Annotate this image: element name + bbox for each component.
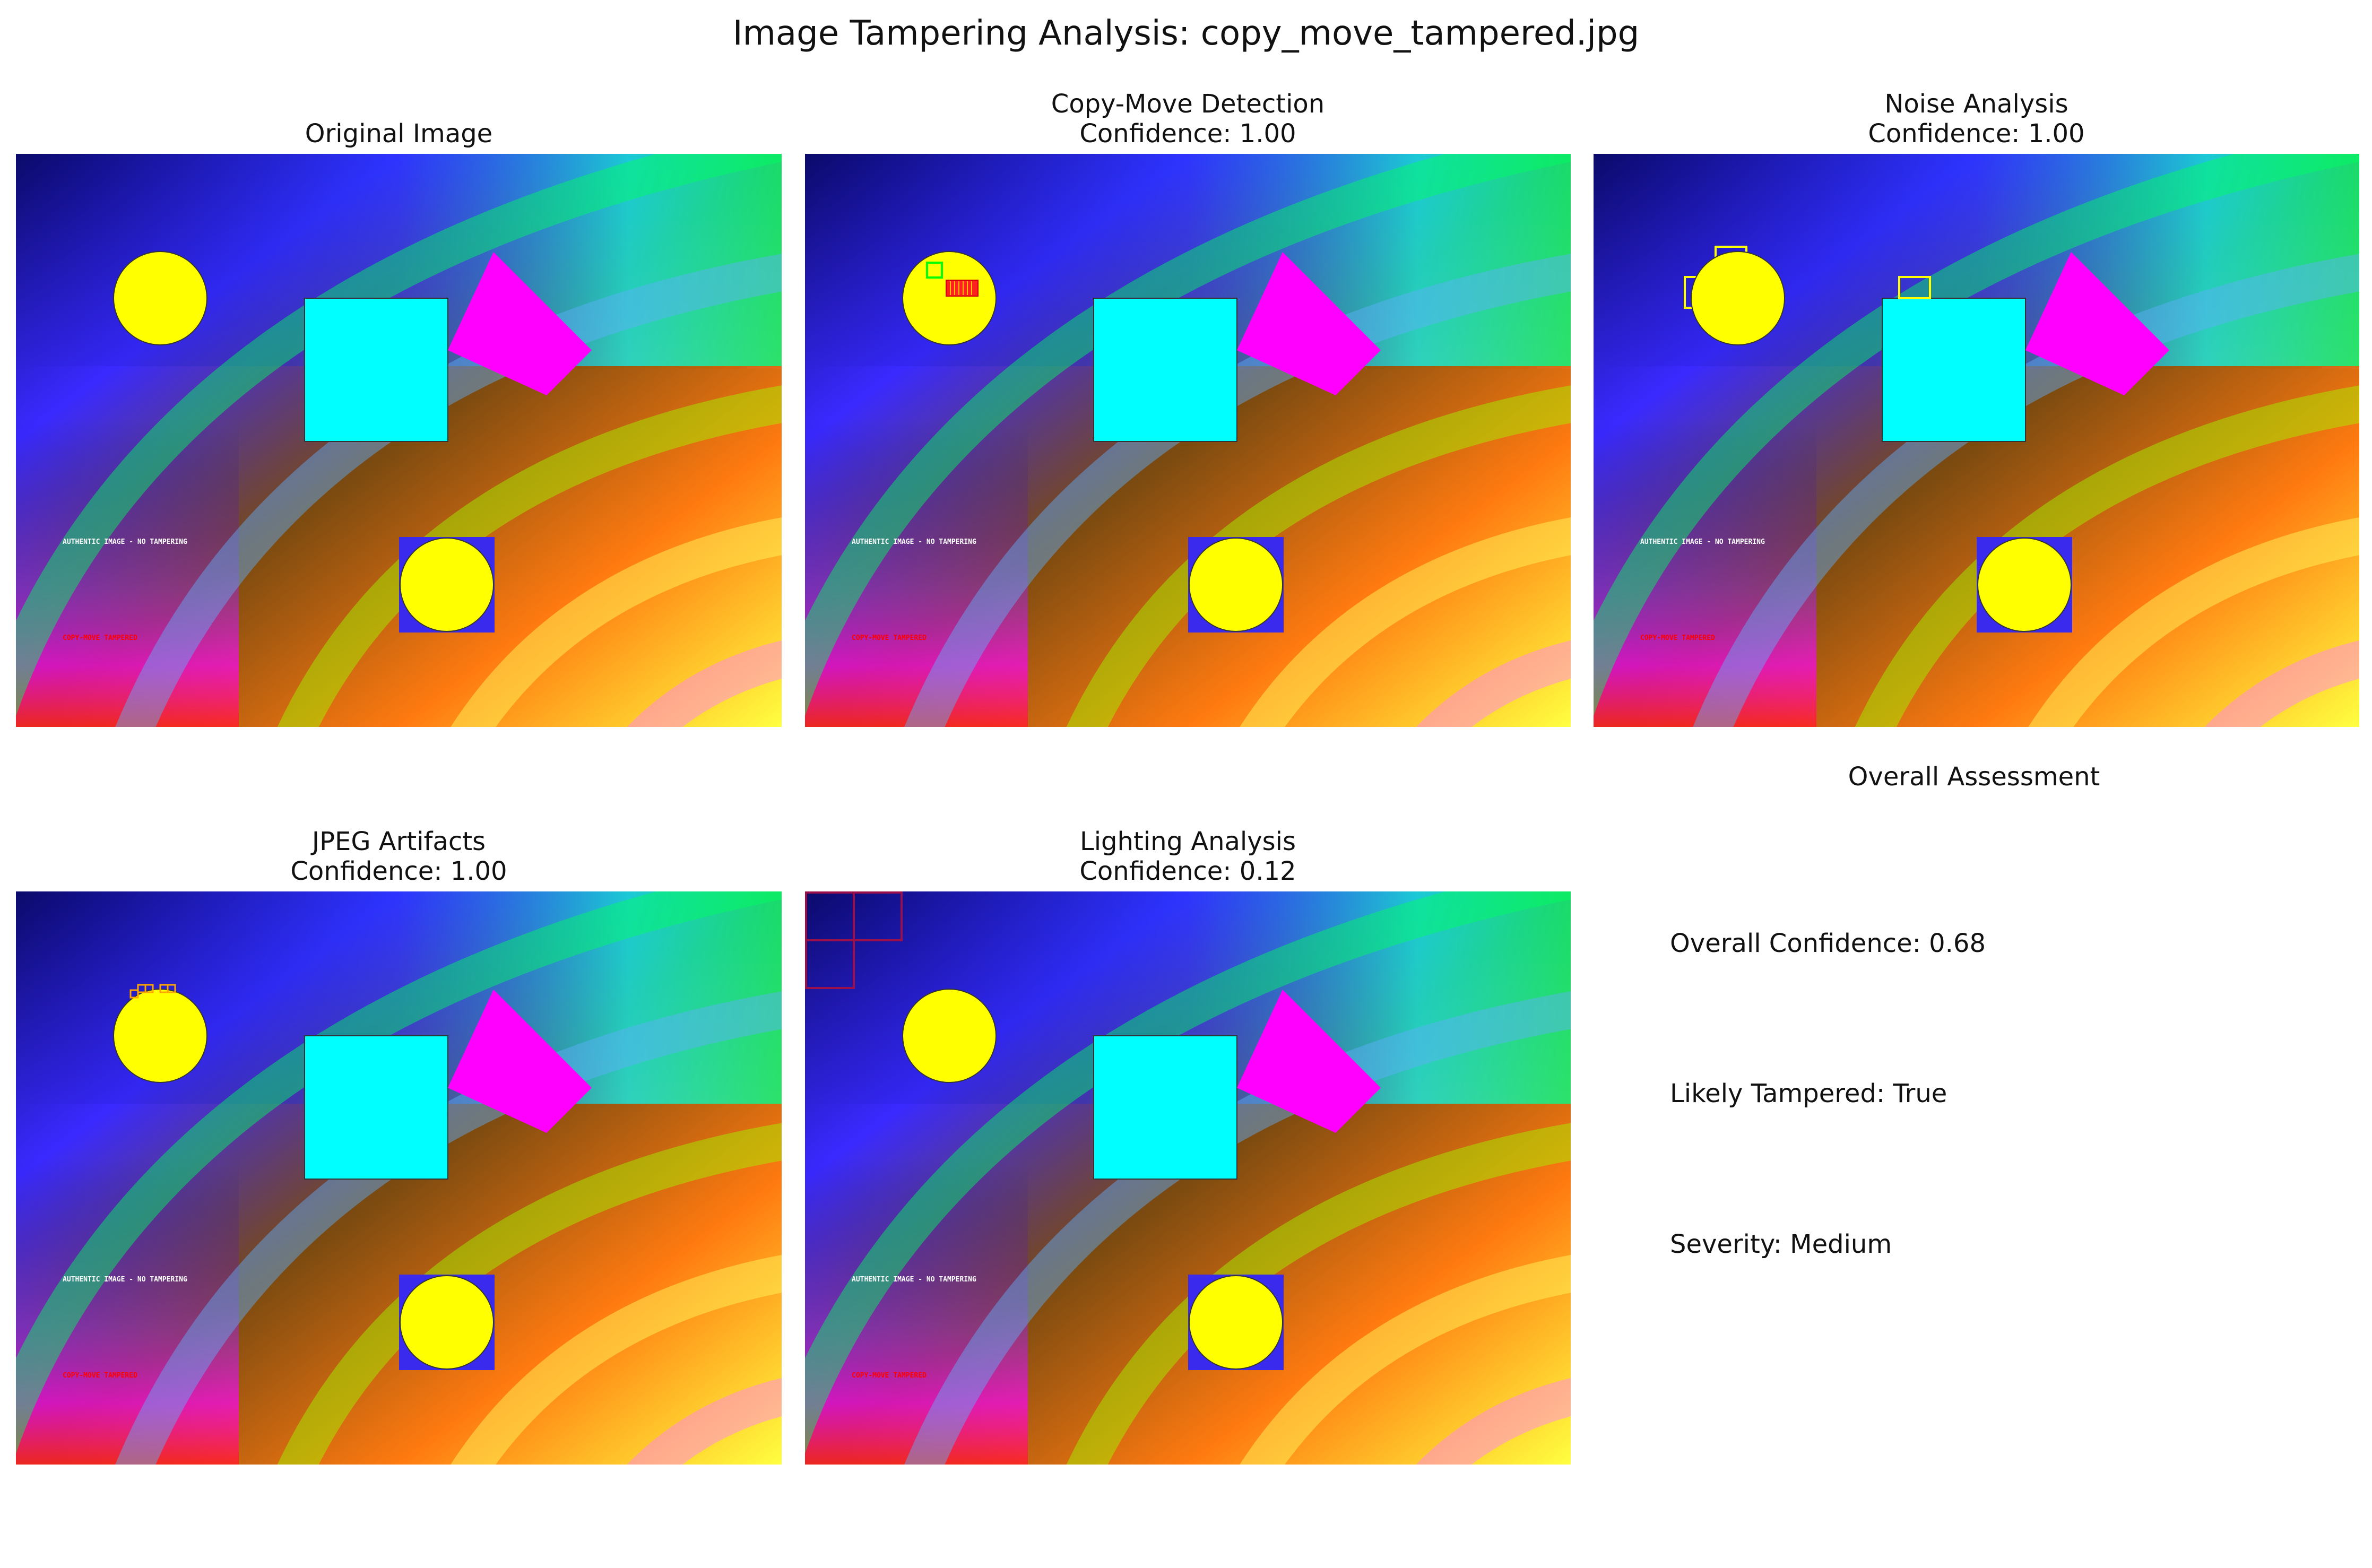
jpeg-artifact-boxes (129, 984, 176, 999)
panel-title: Copy-Move Detection (1051, 89, 1325, 119)
svg-text:COPY-MOVE TAMPERED: COPY-MOVE TAMPERED (1640, 634, 1715, 642)
lighting-grid-boxes (805, 891, 903, 989)
image-view: AUTHENTIC IMAGE - NO TAMPERING COPY-MOVE… (805, 891, 1571, 1465)
svg-text:COPY-MOVE TAMPERED: COPY-MOVE TAMPERED (852, 634, 927, 642)
panel-noise-analysis: Noise Analysis Confidence: 1.00 (1594, 89, 2359, 727)
svg-text:COPY-MOVE TAMPERED: COPY-MOVE TAMPERED (852, 1372, 927, 1380)
panel-copy-move-detection: Copy-Move Detection Confidence: 1.00 AUT… (805, 89, 1571, 727)
panel-title: Original Image (305, 119, 493, 149)
svg-text:AUTHENTIC IMAGE - NO TAMPERING: AUTHENTIC IMAGE - NO TAMPERING (63, 1276, 187, 1284)
panel-title: Lighting Analysis (1079, 827, 1296, 856)
likely-tampered: Likely Tampered: True (1670, 1079, 1947, 1108)
svg-text:AUTHENTIC IMAGE - NO TAMPERING: AUTHENTIC IMAGE - NO TAMPERING (852, 1276, 976, 1284)
assessment-title: Overall Assessment (1848, 762, 2100, 792)
figure-title: Image Tampering Analysis: copy_move_tamp… (732, 14, 1640, 53)
overall-confidence: Overall Confidence: 0.68 (1670, 929, 1986, 958)
panel-confidence: Confidence: 1.00 (1868, 119, 2085, 149)
severity: Severity: Medium (1670, 1229, 1892, 1259)
panel-confidence: Confidence: 0.12 (1079, 856, 1296, 886)
panel-confidence: Confidence: 1.00 (290, 856, 507, 886)
analyzed-image: AUTHENTIC IMAGE - NO TAMPERING COPY-MOVE… (805, 154, 1571, 727)
analyzed-image: AUTHENTIC IMAGE - NO TAMPERING COPY-MOVE… (16, 891, 782, 1465)
svg-text:COPY-MOVE TAMPERED: COPY-MOVE TAMPERED (63, 1372, 137, 1380)
panel-confidence: Confidence: 1.00 (1079, 119, 1296, 149)
match-box-green (926, 262, 943, 279)
image-view: AUTHENTIC IMAGE - NO TAMPERING COPY-MOVE… (805, 154, 1571, 727)
panel-title: JPEG Artifacts (311, 827, 486, 856)
analyzed-image: AUTHENTIC IMAGE - NO TAMPERING COPY-MOVE… (805, 891, 1571, 1465)
image-view: AUTHENTIC IMAGE - NO TAMPERING COPY-MOVE… (1594, 154, 2359, 727)
panel-jpeg-artifacts: JPEG Artifacts Confidence: 1.00 (16, 827, 782, 1465)
image-view: AUTHENTIC IMAGE - NO TAMPERING COPY-MOVE… (16, 154, 782, 727)
image-view: AUTHENTIC IMAGE - NO TAMPERING COPY-MOVE… (16, 891, 782, 1465)
tampered-label: COPY-MOVE TAMPERED (63, 634, 137, 642)
svg-text:AUTHENTIC IMAGE - NO TAMPERING: AUTHENTIC IMAGE - NO TAMPERING (852, 538, 976, 546)
match-boxes-red (946, 280, 979, 297)
authentic-label: AUTHENTIC IMAGE - NO TAMPERING (63, 538, 187, 546)
panel-lighting-analysis: Lighting Analysis Confidence: 0.12 AUTHE… (805, 827, 1571, 1465)
svg-text:AUTHENTIC IMAGE - NO TAMPERING: AUTHENTIC IMAGE - NO TAMPERING (1640, 538, 1765, 546)
panel-title: Noise Analysis (1884, 89, 2068, 119)
analyzed-image: AUTHENTIC IMAGE - NO TAMPERING COPY-MOVE… (16, 154, 782, 727)
analyzed-image: AUTHENTIC IMAGE - NO TAMPERING COPY-MOVE… (1594, 154, 2359, 727)
panel-original-image: Original Image (16, 119, 782, 727)
